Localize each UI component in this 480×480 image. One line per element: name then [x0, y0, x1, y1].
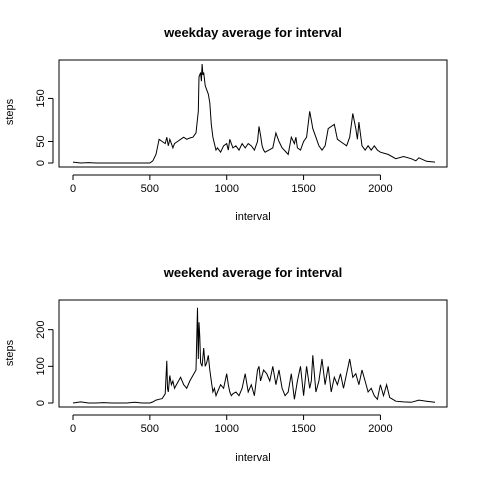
weekend-y-tick-label: 200: [35, 320, 47, 338]
weekday-title: weekday average for interval: [163, 25, 342, 40]
weekend-x-tick-label: 2000: [368, 423, 392, 435]
weekend-series-line-0: [72, 307, 436, 404]
weekend-ylabel: steps: [4, 339, 16, 366]
weekday-x-tick-label: 500: [141, 183, 159, 195]
weekend-x-tick-label: 500: [141, 423, 159, 435]
weekday-xlabel: interval: [235, 211, 270, 223]
weekday-series-line-0: [72, 63, 436, 164]
weekday-panel: weekday average for interval 0 500 1000 150…: [4, 25, 448, 223]
weekend-panel: weekend average for interval 0 500 1000 150…: [4, 265, 448, 464]
weekend-y-tick-label: 0: [35, 400, 47, 406]
weekend-y-axis: 0 100 200: [35, 320, 54, 406]
weekday-series: [72, 63, 436, 164]
weekday-x-tick-label: 1000: [214, 183, 238, 195]
weekday-x-axis: 0 500 1000 1500 2000: [70, 174, 393, 195]
weekend-x-tick-label: 1500: [291, 423, 315, 435]
weekend-y-tick-label: 100: [35, 357, 47, 375]
weekday-x-tick-label: 1500: [291, 183, 315, 195]
weekday-x-tick-label: 0: [70, 183, 76, 195]
weekday-y-tick-label: 0: [35, 160, 47, 166]
weekday-x-tick-label: 2000: [368, 183, 392, 195]
weekend-title: weekend average for interval: [163, 265, 342, 280]
weekend-plot-frame: [58, 299, 448, 408]
weekday-y-tick-label: 50: [35, 135, 47, 147]
weekend-series: [72, 307, 436, 404]
weekend-x-axis: 0 500 1000 1500 2000: [70, 414, 393, 435]
weekend-x-tick-label: 1000: [214, 423, 238, 435]
weekday-plot-frame: [58, 59, 448, 168]
weekday-y-tick-label: 150: [35, 89, 47, 107]
weekday-ylabel: steps: [4, 98, 16, 125]
weekend-x-tick-label: 0: [70, 423, 76, 435]
weekend-xlabel: interval: [235, 452, 270, 464]
weekday-y-axis: 0 50 150: [35, 89, 54, 166]
